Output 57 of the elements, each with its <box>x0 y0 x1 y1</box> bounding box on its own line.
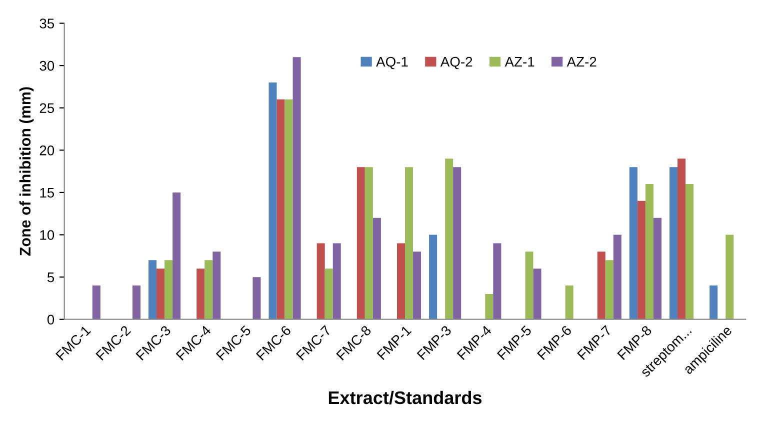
x-axis-title: Extract/Standards <box>328 390 482 404</box>
bar <box>172 192 181 320</box>
bar <box>670 167 678 320</box>
bar <box>212 252 221 320</box>
bar <box>485 294 494 320</box>
bar <box>292 57 301 320</box>
bar <box>316 243 325 320</box>
bar <box>332 243 341 320</box>
y-tick-label: 15 <box>40 188 54 198</box>
y-tick-label: 25 <box>40 103 54 114</box>
y-tick-label: 10 <box>40 230 54 240</box>
y-axis-title: Zone of inhibition (mm) <box>19 87 34 256</box>
bar <box>252 277 261 320</box>
bar <box>710 286 718 320</box>
y-tick-label: 30 <box>40 60 54 71</box>
bar <box>629 167 638 320</box>
bar <box>324 268 333 320</box>
bar <box>605 260 614 320</box>
y-tick-label: 35 <box>40 18 54 28</box>
bar <box>429 234 438 320</box>
bar <box>132 286 140 320</box>
bar <box>148 260 157 320</box>
bar <box>525 252 534 320</box>
bar <box>597 252 606 320</box>
bar <box>445 158 454 320</box>
legend-label: AQ-1 <box>376 56 408 70</box>
bar <box>204 260 213 320</box>
bar <box>284 99 293 320</box>
y-tick-label: 0 <box>47 314 54 325</box>
bar <box>686 184 694 320</box>
legend-label: AQ-2 <box>440 56 472 70</box>
bar <box>196 268 205 320</box>
bar <box>645 184 654 320</box>
bar <box>637 200 646 320</box>
bar <box>396 243 405 320</box>
bar <box>276 99 285 320</box>
bar <box>356 167 365 320</box>
bar <box>565 286 574 320</box>
bar <box>726 234 734 320</box>
bar <box>404 167 414 320</box>
legend-label: AZ-1 <box>504 57 534 67</box>
bar <box>678 158 686 320</box>
bar <box>364 167 373 320</box>
bar <box>493 243 502 320</box>
y-tick-label: 20 <box>40 146 54 156</box>
bar <box>413 252 422 320</box>
bar <box>533 268 542 320</box>
bar <box>453 167 462 320</box>
bar <box>92 286 100 320</box>
bar <box>613 234 622 320</box>
bar <box>372 218 381 320</box>
bar <box>653 218 662 320</box>
bar <box>268 82 277 320</box>
bar <box>164 260 173 320</box>
bar <box>156 268 165 320</box>
legend-label: AZ-2 <box>566 56 596 67</box>
y-tick-label: 5 <box>47 272 54 282</box>
